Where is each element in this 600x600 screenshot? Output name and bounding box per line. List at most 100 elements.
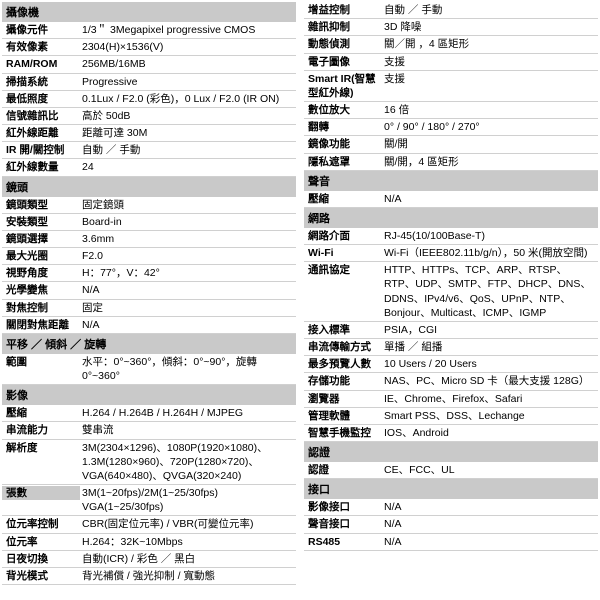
spec-row: 鏡像功能關/開 [304,136,598,153]
spec-value: H.264 / H.264B / H.264H / MJPEG [80,406,296,420]
spec-value: 1/3＂ 3Megapixel progressive CMOS [80,23,296,37]
spec-row: 有效像素2304(H)×1536(V) [2,39,296,56]
spec-label: 認證 [304,463,382,477]
spec-row: 影像接口N/A [304,499,598,516]
spec-value: 0° / 90° / 180° / 270° [382,120,598,134]
spec-label: 鏡像功能 [304,137,382,151]
spec-label: 壓縮 [304,192,382,206]
spec-value: 支援 [382,55,598,69]
spec-label: Smart IR(智慧型紅外線) [304,72,382,100]
spec-label: 通訊協定 [304,263,382,277]
spec-value: Progressive [80,75,296,89]
spec-row: 動態偵測關／開 ，4 區矩形 [304,36,598,53]
spec-label: 鏡頭類型 [2,198,80,212]
spec-label: 增益控制 [304,3,382,17]
section-header: 影像 [2,385,296,405]
spec-label: RS485 [304,535,382,549]
spec-row: Smart IR(智慧型紅外線)支援 [304,71,598,102]
spec-row: 智慧手機監控IOS、Android [304,425,598,442]
spec-row: 視野角度H：77°，V：42° [2,265,296,282]
spec-label: 位元率 [2,535,80,549]
spec-label: 最大光圈 [2,249,80,263]
spec-row: 接入標準PSIA，CGI [304,322,598,339]
spec-label: 動態偵測 [304,37,382,51]
spec-label: 串流能力 [2,423,80,437]
spec-value: 高於 50dB [80,109,296,123]
spec-label: 聲音接口 [304,517,382,531]
spec-value: 3M(2304×1296)、1080P(1920×1080)、1.3M(1280… [80,441,296,484]
spec-row: 背光模式背光補償 / 強光抑制 / 寬動態 [2,568,296,585]
spec-label: 管理軟體 [304,409,382,423]
spec-row: 關閉對焦距離N/A [2,317,296,334]
spec-row: 串流傳輸方式單播 ／ 組播 [304,339,598,356]
spec-label: 安裝類型 [2,215,80,229]
spec-value: 關/開 [382,137,598,151]
spec-row: RAM/ROM256MB/16MB [2,56,296,73]
spec-value: RJ-45(10/100Base-T) [382,229,598,243]
spec-value: H：77°，V：42° [80,266,296,280]
spec-row: 電子圖像支援 [304,54,598,71]
section-header: 平移 ／ 傾斜 ／ 旋轉 [2,334,296,354]
spec-row: 信號雜訊比高於 50dB [2,108,296,125]
spec-row: Wi-FiWi-Fi（IEEE802.11b/g/n），50 米(開放空間) [304,245,598,262]
spec-label: 攝像元件 [2,23,80,37]
spec-table: 攝像機攝像元件1/3＂ 3Megapixel progressive CMOS有… [2,2,598,585]
spec-row: 隱私遮罩關/開，4 區矩形 [304,154,598,171]
section-header: 接口 [304,479,598,499]
spec-value: CBR(固定位元率) / VBR(可變位元率) [80,517,296,531]
spec-row: 壓縮N/A [304,191,598,208]
spec-value: IOS、Android [382,426,598,440]
section-header: 網路 [304,208,598,228]
spec-value: 水平：0°~360°，傾斜：0°~90°，旋轉 0°~360° [80,355,296,383]
spec-label: 日夜切換 [2,552,80,566]
spec-value: 單播 ／ 組播 [382,340,598,354]
spec-row: IR 開/關控制自動 ／ 手動 [2,142,296,159]
spec-label: 對焦控制 [2,301,80,315]
spec-value: NAS、PC、Micro SD 卡（最大支援 128G） [382,374,598,388]
spec-label: 光學變焦 [2,283,80,297]
spec-row: 日夜切換自動(ICR) / 彩色 ／ 黑白 [2,551,296,568]
spec-value: 10 Users / 20 Users [382,357,598,371]
spec-label: 串流傳輸方式 [304,340,382,354]
spec-label: Wi-Fi [304,246,382,260]
spec-label: 最多預覽人數 [304,357,382,371]
spec-value: 16 倍 [382,103,598,117]
spec-row: 對焦控制固定 [2,300,296,317]
spec-row: 增益控制自動 ／ 手動 [304,2,598,19]
section-header: 鏡頭 [2,177,296,197]
spec-row: 數位放大16 倍 [304,102,598,119]
spec-label: IR 開/關控制 [2,143,80,157]
spec-row: 翻轉0° / 90° / 180° / 270° [304,119,598,136]
spec-label: 鏡頭選擇 [2,232,80,246]
spec-value: 距離可達 30M [80,126,296,140]
spec-value: N/A [382,517,598,531]
spec-value: N/A [80,283,296,297]
spec-value: N/A [382,192,598,206]
spec-value: 3M(1~20fps)/2M(1~25/30fps) VGA(1~25/30fp… [80,486,296,514]
spec-value: 3D 降噪 [382,20,598,34]
spec-label: 電子圖像 [304,55,382,69]
spec-row: 光學變焦N/A [2,282,296,299]
spec-value: 支援 [382,72,598,86]
spec-row: 安裝類型Board-in [2,214,296,231]
spec-value: 雙串流 [80,423,296,437]
spec-label: 範圍 [2,355,80,369]
spec-row: 位元率控制CBR(固定位元率) / VBR(可變位元率) [2,516,296,533]
spec-value: F2.0 [80,249,296,263]
section-header: 認證 [304,442,598,462]
spec-label: 紅外線距離 [2,126,80,140]
spec-value: 24 [80,160,296,174]
spec-value: 自動 ／ 手動 [80,143,296,157]
spec-value: N/A [382,535,598,549]
spec-value: Board-in [80,215,296,229]
spec-row: 瀏覽器IE、Chrome、Firefox、Safari [304,391,598,408]
spec-value: 固定 [80,301,296,315]
spec-row: 鏡頭類型固定鏡頭 [2,197,296,214]
spec-label: 翻轉 [304,120,382,134]
spec-value: Wi-Fi（IEEE802.11b/g/n），50 米(開放空間) [382,246,598,260]
spec-value: 3.6mm [80,232,296,246]
spec-row: 存儲功能NAS、PC、Micro SD 卡（最大支援 128G） [304,373,598,390]
spec-label: 智慧手機監控 [304,426,382,440]
section-header: 聲音 [304,171,598,191]
spec-row: 範圍水平：0°~360°，傾斜：0°~90°，旋轉 0°~360° [2,354,296,385]
